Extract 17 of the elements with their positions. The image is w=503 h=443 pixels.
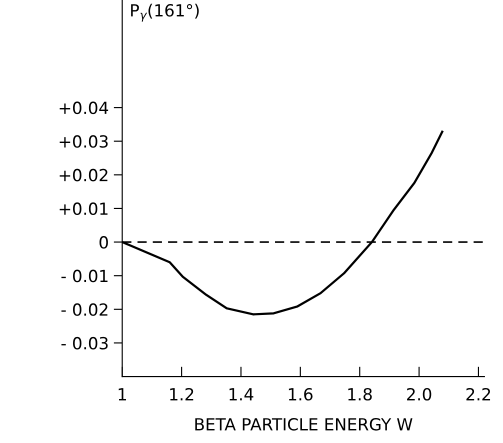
y-tick-label: 0 [100, 236, 108, 249]
y-tick-label: - 0.03 [61, 336, 108, 350]
x-tick-label: 1.4 [230, 388, 254, 400]
y-axis-title: P$_{γ}$(161°) [131, 4, 199, 22]
x-tick-label: 2.0 [407, 388, 432, 401]
y-tick-label: +0.02 [60, 168, 108, 182]
y-tick-label: +0.03 [60, 135, 108, 148]
x-tick-label: 1.2 [170, 388, 194, 400]
x-tick-label: 1 [118, 388, 126, 400]
y-tick-label: +0.04 [60, 102, 108, 114]
x-axis-title: BETA PARTICLE ENERGY W [195, 418, 412, 431]
x-tick-label: 1.6 [288, 388, 313, 401]
y-tick-label: - 0.01 [61, 270, 108, 282]
y-tick-label: +0.01 [60, 202, 108, 216]
x-tick-label: 2.2 [466, 388, 490, 400]
y-tick-label: - 0.02 [61, 303, 108, 316]
x-tick-label: 1.8 [348, 388, 372, 401]
